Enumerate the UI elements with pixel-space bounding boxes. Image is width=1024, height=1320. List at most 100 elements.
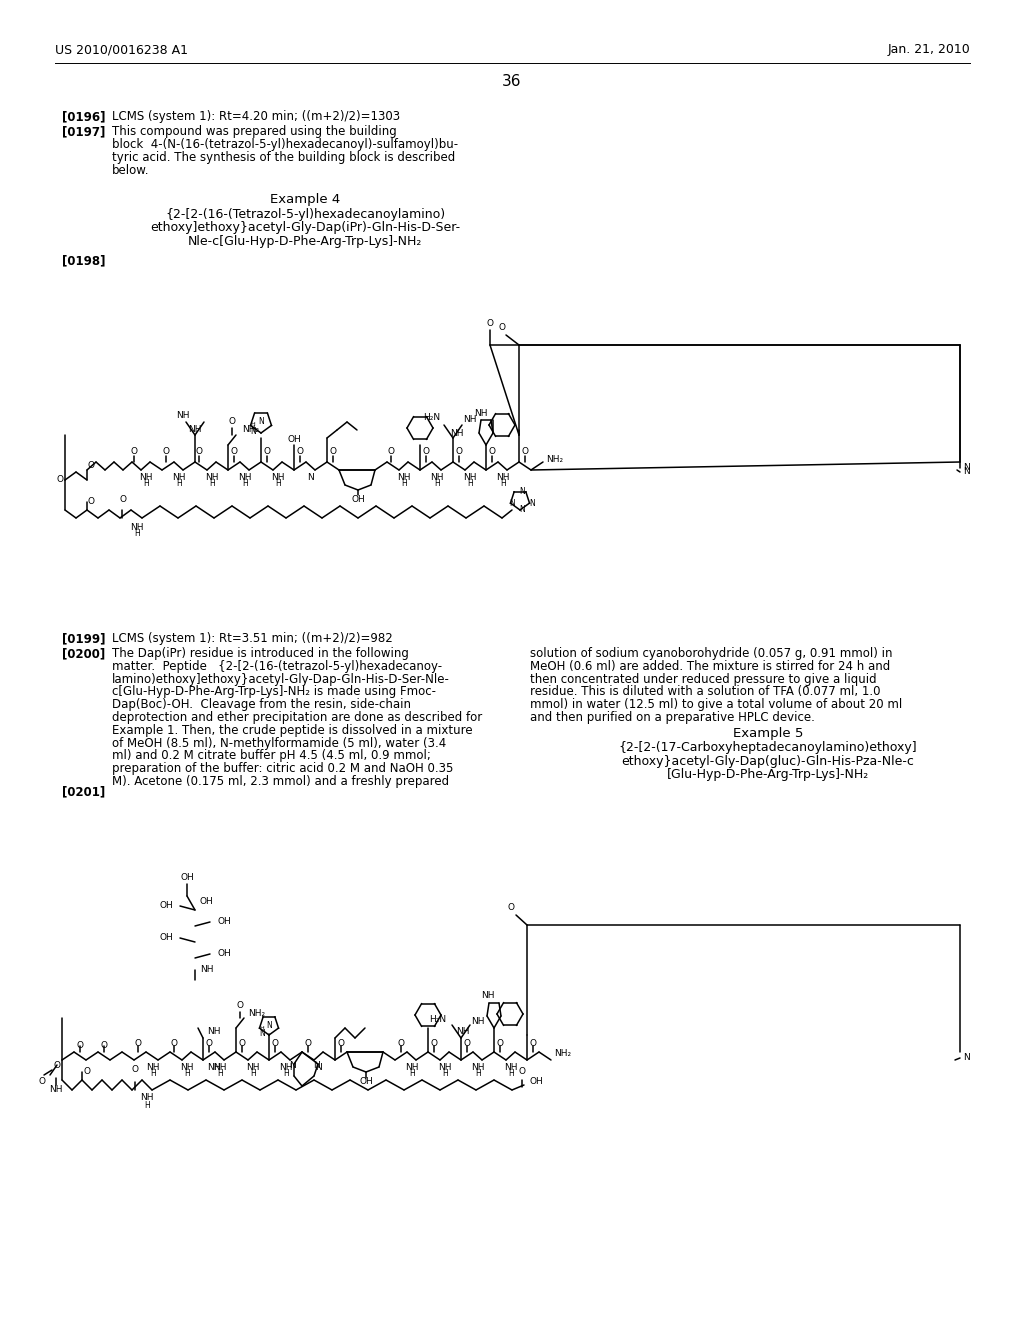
Text: preparation of the buffer: citric acid 0.2 M and NaOH 0.35: preparation of the buffer: citric acid 0… bbox=[112, 762, 454, 775]
Text: NH: NH bbox=[239, 473, 252, 482]
Text: Example 4: Example 4 bbox=[270, 193, 340, 206]
Text: N: N bbox=[250, 428, 256, 437]
Text: O: O bbox=[499, 323, 506, 333]
Text: N: N bbox=[315, 1063, 323, 1072]
Text: then concentrated under reduced pressure to give a liquid: then concentrated under reduced pressure… bbox=[530, 673, 877, 685]
Text: [Glu-Hyp-D-Phe-Arg-Trp-Lys]-NH₂: [Glu-Hyp-D-Phe-Arg-Trp-Lys]-NH₂ bbox=[667, 768, 869, 781]
Text: H: H bbox=[217, 1068, 223, 1077]
Text: {2-[2-(17-Carboxyheptadecanoylamino)ethoxy]: {2-[2-(17-Carboxyheptadecanoylamino)etho… bbox=[618, 741, 918, 754]
Text: OH: OH bbox=[200, 898, 214, 907]
Text: NH: NH bbox=[451, 429, 464, 437]
Text: Nle-c[Glu-Hyp-D-Phe-Arg-Trp-Lys]-NH₂: Nle-c[Glu-Hyp-D-Phe-Arg-Trp-Lys]-NH₂ bbox=[187, 235, 422, 248]
Text: N: N bbox=[963, 467, 970, 477]
Text: NH: NH bbox=[397, 473, 411, 482]
Text: O: O bbox=[84, 1068, 90, 1077]
Text: [0199]: [0199] bbox=[62, 632, 105, 645]
Text: O: O bbox=[430, 1039, 437, 1048]
Text: OH: OH bbox=[160, 902, 173, 911]
Text: US 2010/0016238 A1: US 2010/0016238 A1 bbox=[55, 44, 188, 57]
Text: NH: NH bbox=[457, 1027, 470, 1036]
Text: H: H bbox=[508, 1068, 514, 1077]
Text: O: O bbox=[134, 1039, 141, 1048]
Text: OH: OH bbox=[359, 1077, 373, 1086]
Text: H: H bbox=[134, 529, 140, 539]
Text: O: O bbox=[304, 1039, 311, 1048]
Text: NH: NH bbox=[471, 1018, 484, 1027]
Text: NH: NH bbox=[200, 965, 213, 974]
Text: mmol) in water (12.5 ml) to give a total volume of about 20 ml: mmol) in water (12.5 ml) to give a total… bbox=[530, 698, 902, 711]
Text: N: N bbox=[963, 463, 970, 473]
Text: NH₂: NH₂ bbox=[546, 455, 563, 465]
Text: N: N bbox=[259, 1028, 265, 1038]
Text: O: O bbox=[120, 495, 127, 504]
Text: OH: OH bbox=[217, 949, 230, 958]
Text: [0196]: [0196] bbox=[62, 110, 105, 123]
Text: N: N bbox=[290, 1061, 296, 1071]
Text: below.: below. bbox=[112, 164, 150, 177]
Text: H: H bbox=[434, 479, 440, 488]
Text: NH: NH bbox=[139, 473, 153, 482]
Text: O: O bbox=[263, 447, 270, 457]
Text: O: O bbox=[196, 447, 203, 457]
Text: [0201]: [0201] bbox=[62, 785, 105, 799]
Text: H: H bbox=[260, 1026, 264, 1031]
Text: matter.  Peptide   {2-[2-(16-(tetrazol-5-yl)hexadecanoy-: matter. Peptide {2-[2-(16-(tetrazol-5-yl… bbox=[112, 660, 442, 673]
Text: deprotection and ether precipitation are done as described for: deprotection and ether precipitation are… bbox=[112, 711, 482, 723]
Text: O: O bbox=[87, 498, 94, 507]
Text: O: O bbox=[131, 1065, 138, 1074]
Text: H: H bbox=[283, 1068, 289, 1077]
Text: H: H bbox=[500, 479, 506, 488]
Text: N: N bbox=[519, 506, 525, 515]
Text: NH: NH bbox=[430, 473, 443, 482]
Text: O: O bbox=[397, 1039, 404, 1048]
Text: H₂N: H₂N bbox=[429, 1015, 446, 1024]
Text: NH: NH bbox=[146, 1063, 160, 1072]
Text: NH: NH bbox=[471, 1063, 484, 1072]
Text: N: N bbox=[258, 417, 264, 426]
Text: NH: NH bbox=[438, 1063, 452, 1072]
Text: H: H bbox=[151, 1068, 156, 1077]
Text: tyric acid. The synthesis of the building block is described: tyric acid. The synthesis of the buildin… bbox=[112, 150, 456, 164]
Text: OH: OH bbox=[160, 933, 173, 942]
Text: block  4-(N-(16-(tetrazol-5-yl)hexadecanoyl)-sulfamoyl)bu-: block 4-(N-(16-(tetrazol-5-yl)hexadecano… bbox=[112, 139, 458, 150]
Text: H: H bbox=[250, 1068, 256, 1077]
Text: NH₂: NH₂ bbox=[554, 1049, 571, 1059]
Text: O: O bbox=[230, 447, 238, 457]
Text: O: O bbox=[518, 1068, 525, 1077]
Text: NH: NH bbox=[49, 1085, 62, 1094]
Text: OH: OH bbox=[217, 917, 230, 927]
Text: H: H bbox=[176, 479, 182, 488]
Text: Example 1. Then, the crude peptide is dissolved in a mixture: Example 1. Then, the crude peptide is di… bbox=[112, 723, 473, 737]
Text: LCMS (system 1): Rt=4.20 min; ((m+2)/2)=1303: LCMS (system 1): Rt=4.20 min; ((m+2)/2)=… bbox=[112, 110, 400, 123]
Text: O: O bbox=[297, 447, 303, 457]
Text: O: O bbox=[239, 1039, 246, 1048]
Text: O: O bbox=[456, 447, 463, 457]
Text: O: O bbox=[56, 475, 63, 484]
Text: lamino)ethoxy]ethoxy}acetyl-Gly-Dap-Gln-His-D-Ser-Nle-: lamino)ethoxy]ethoxy}acetyl-Gly-Dap-Gln-… bbox=[112, 673, 450, 685]
Text: O: O bbox=[486, 318, 494, 327]
Text: O: O bbox=[171, 1039, 177, 1048]
Text: O: O bbox=[163, 447, 170, 457]
Text: c[Glu-Hyp-D-Phe-Arg-Trp-Lys]-NH₂ is made using Fmoc-: c[Glu-Hyp-D-Phe-Arg-Trp-Lys]-NH₂ is made… bbox=[112, 685, 436, 698]
Text: O: O bbox=[39, 1077, 45, 1086]
Text: OH: OH bbox=[287, 436, 301, 445]
Text: M). Acetone (0.175 ml, 2.3 mmol) and a freshly prepared: M). Acetone (0.175 ml, 2.3 mmol) and a f… bbox=[112, 775, 450, 788]
Text: O: O bbox=[77, 1040, 84, 1049]
Text: O: O bbox=[100, 1040, 108, 1049]
Text: O: O bbox=[237, 1002, 244, 1011]
Text: H: H bbox=[144, 1101, 150, 1110]
Text: H: H bbox=[242, 479, 248, 488]
Text: MeOH (0.6 ml) are added. The mixture is stirred for 24 h and: MeOH (0.6 ml) are added. The mixture is … bbox=[530, 660, 890, 673]
Text: NH: NH bbox=[207, 1027, 220, 1036]
Text: H: H bbox=[410, 1068, 415, 1077]
Text: O: O bbox=[53, 1060, 60, 1069]
Text: O: O bbox=[206, 1039, 213, 1048]
Text: Jan. 21, 2010: Jan. 21, 2010 bbox=[887, 44, 970, 57]
Text: [0200]: [0200] bbox=[62, 647, 105, 660]
Text: NH: NH bbox=[180, 1063, 194, 1072]
Text: of MeOH (8.5 ml), N-methylformamide (5 ml), water (3.4: of MeOH (8.5 ml), N-methylformamide (5 m… bbox=[112, 737, 446, 750]
Text: This compound was prepared using the building: This compound was prepared using the bui… bbox=[112, 125, 396, 139]
Text: H: H bbox=[209, 479, 215, 488]
Text: H: H bbox=[442, 1068, 447, 1077]
Text: N: N bbox=[963, 1053, 970, 1063]
